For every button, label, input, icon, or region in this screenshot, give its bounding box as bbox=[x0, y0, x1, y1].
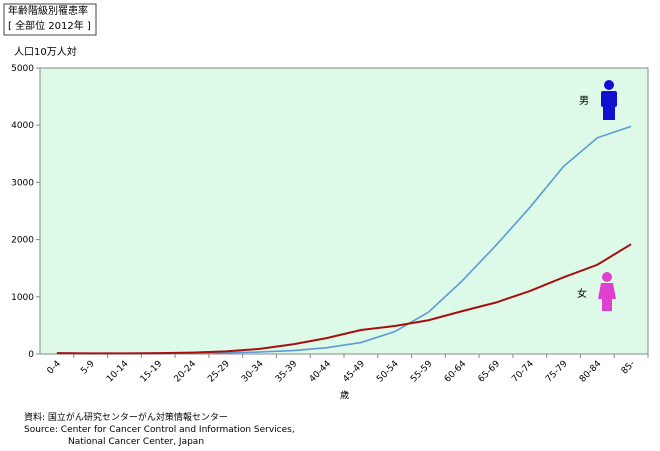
y-tick-label: 3000 bbox=[11, 178, 34, 188]
x-tick-label: 60-64 bbox=[443, 359, 469, 385]
x-tick-label: 55-59 bbox=[409, 359, 435, 385]
x-axis-label: 歳 bbox=[340, 389, 349, 401]
x-tick-label: 5-9 bbox=[79, 359, 97, 377]
x-tick-label: 65-69 bbox=[477, 359, 503, 385]
y-tick-label: 1000 bbox=[11, 293, 34, 303]
legend-icon bbox=[603, 106, 615, 120]
source: National Cancer Center, Japan bbox=[68, 437, 204, 447]
series-line bbox=[56, 243, 632, 355]
legend-icon bbox=[601, 91, 617, 107]
x-tick-label: 15-19 bbox=[139, 359, 165, 385]
legend-label: 男 bbox=[579, 95, 589, 107]
y-tick-label: 0 bbox=[28, 350, 34, 360]
x-tick-label: 50-54 bbox=[375, 359, 401, 385]
legend-icon bbox=[598, 283, 616, 299]
x-tick-label: 25-29 bbox=[206, 359, 232, 385]
x-tick-label: 35-39 bbox=[274, 359, 300, 385]
source: Source: Center for Cancer Control and In… bbox=[24, 425, 295, 435]
chart-subtitle: [ 全部位 2012年 ] bbox=[8, 19, 91, 32]
legend-icon bbox=[604, 80, 614, 90]
x-tick-label: 80-84 bbox=[578, 359, 604, 385]
chart-title: 年齢階級別罹患率 bbox=[8, 4, 88, 17]
x-tick-label: 40-44 bbox=[308, 359, 334, 385]
x-tick-label: 75-79 bbox=[544, 359, 570, 385]
legend-icon bbox=[602, 272, 612, 282]
x-tick-label: 0-4 bbox=[46, 359, 64, 377]
title-box bbox=[3, 3, 97, 36]
legend-label: 女 bbox=[577, 287, 587, 300]
x-tick-label: 85- bbox=[620, 359, 637, 376]
y-axis-label: 人口10万人対 bbox=[14, 45, 77, 58]
legend-icon bbox=[602, 299, 612, 311]
plot-area bbox=[39, 67, 649, 355]
x-tick-label: 70-74 bbox=[510, 359, 536, 385]
y-tick-label: 5000 bbox=[11, 64, 34, 74]
y-tick-label: 4000 bbox=[11, 121, 34, 131]
x-tick-label: 20-24 bbox=[173, 359, 199, 385]
y-tick-label: 2000 bbox=[11, 236, 34, 246]
x-tick-label: 45-49 bbox=[341, 359, 367, 385]
source: 資料: 国立がん研究センターがん対策情報センター bbox=[24, 411, 228, 423]
x-tick-label: 10-14 bbox=[105, 359, 131, 385]
x-tick-label: 30-34 bbox=[240, 359, 266, 385]
